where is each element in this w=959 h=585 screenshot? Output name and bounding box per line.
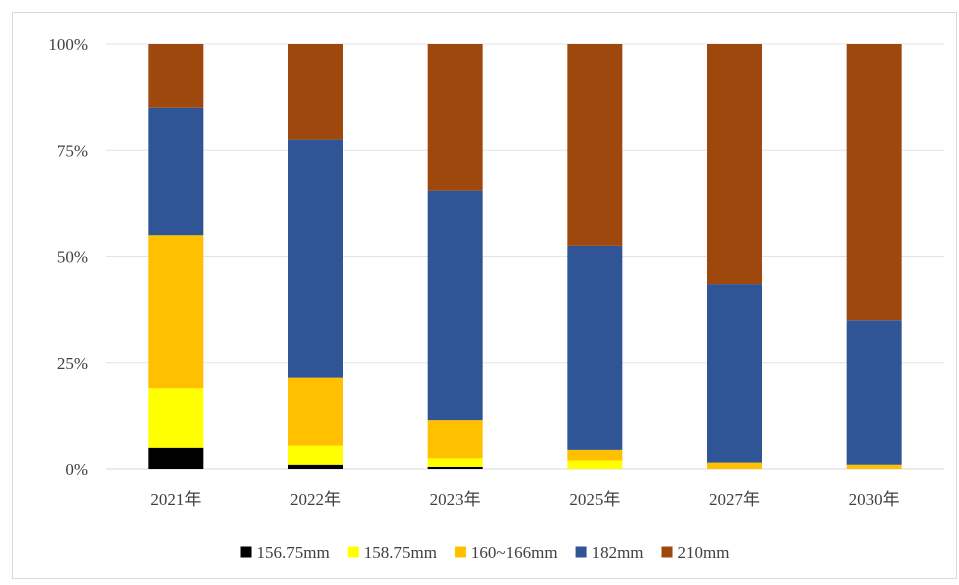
bar-2025年-160~166mm xyxy=(567,449,623,461)
x-tick-label: 2021年 xyxy=(150,490,201,509)
bar-2021年-156.75mm xyxy=(148,447,204,469)
bar-2025年-210mm xyxy=(567,44,623,246)
legend-swatch-158.75mm xyxy=(347,546,359,558)
legend-label: 182mm xyxy=(592,543,644,562)
bar-2023年-158.75mm xyxy=(427,458,483,467)
y-tick-label: 0% xyxy=(65,460,88,479)
legend-swatch-210mm xyxy=(661,546,673,558)
y-tick-label: 25% xyxy=(57,354,88,373)
gridlines xyxy=(106,43,944,470)
x-tick-label: 2023年 xyxy=(430,490,481,509)
chart-frame: 0% 25% 50% 75% 100% 2021年 2022年 2023年 2025年 2027年… xyxy=(12,12,957,579)
axes: 0% 25% 50% 75% 100% 2021年 2022年 2023年 2025年 2027年… xyxy=(48,35,899,509)
x-tick-label: 2025年 xyxy=(569,490,620,509)
legend-label: 210mm xyxy=(678,543,730,562)
bars xyxy=(148,44,902,469)
bar-2030年-160~166mm xyxy=(846,464,902,469)
bar-2023年-210mm xyxy=(427,44,483,191)
bar-2022年-156.75mm xyxy=(288,464,343,469)
y-tick-label: 100% xyxy=(48,35,88,54)
bar-2025年-182mm xyxy=(567,245,623,450)
legend-label: 156.75mm xyxy=(257,543,330,562)
x-tick-label: 2022年 xyxy=(290,490,341,509)
stacked-bar-chart: 0% 25% 50% 75% 100% 2021年 2022年 2023年 2025年 2027年… xyxy=(48,35,944,562)
legend: 156.75mm 158.75mm 160~166mm 182mm 210mm xyxy=(240,543,730,562)
x-tick-label: 2030年 xyxy=(849,490,900,509)
bar-2022年-182mm xyxy=(288,139,343,378)
bar-2023年-182mm xyxy=(427,190,483,421)
y-tick-label: 50% xyxy=(57,248,88,267)
bar-2021年-158.75mm xyxy=(148,388,204,448)
legend-swatch-160~166mm xyxy=(454,546,466,558)
legend-swatch-182mm xyxy=(575,546,587,558)
bar-2021年-160~166mm xyxy=(148,235,204,389)
bar-2022年-210mm xyxy=(288,44,343,140)
legend-swatch-156.75mm xyxy=(240,546,252,558)
bar-2022年-158.75mm xyxy=(288,445,343,465)
bar-2023年-160~166mm xyxy=(427,420,483,459)
bar-2027年-160~166mm xyxy=(707,462,762,469)
bar-2021年-210mm xyxy=(148,44,204,108)
bar-2030年-210mm xyxy=(846,44,902,321)
bar-2022年-160~166mm xyxy=(288,377,343,446)
y-tick-label: 75% xyxy=(57,141,88,160)
bar-2025年-158.75mm xyxy=(567,460,623,469)
legend-label: 160~166mm xyxy=(471,543,558,562)
legend-label: 158.75mm xyxy=(364,543,437,562)
bar-2027年-210mm xyxy=(707,44,762,285)
bar-2023年-156.75mm xyxy=(427,466,483,469)
bar-2027年-182mm xyxy=(707,284,762,463)
bar-2021年-182mm xyxy=(148,107,204,236)
bar-2030年-182mm xyxy=(846,320,902,465)
x-tick-label: 2027年 xyxy=(709,490,760,509)
